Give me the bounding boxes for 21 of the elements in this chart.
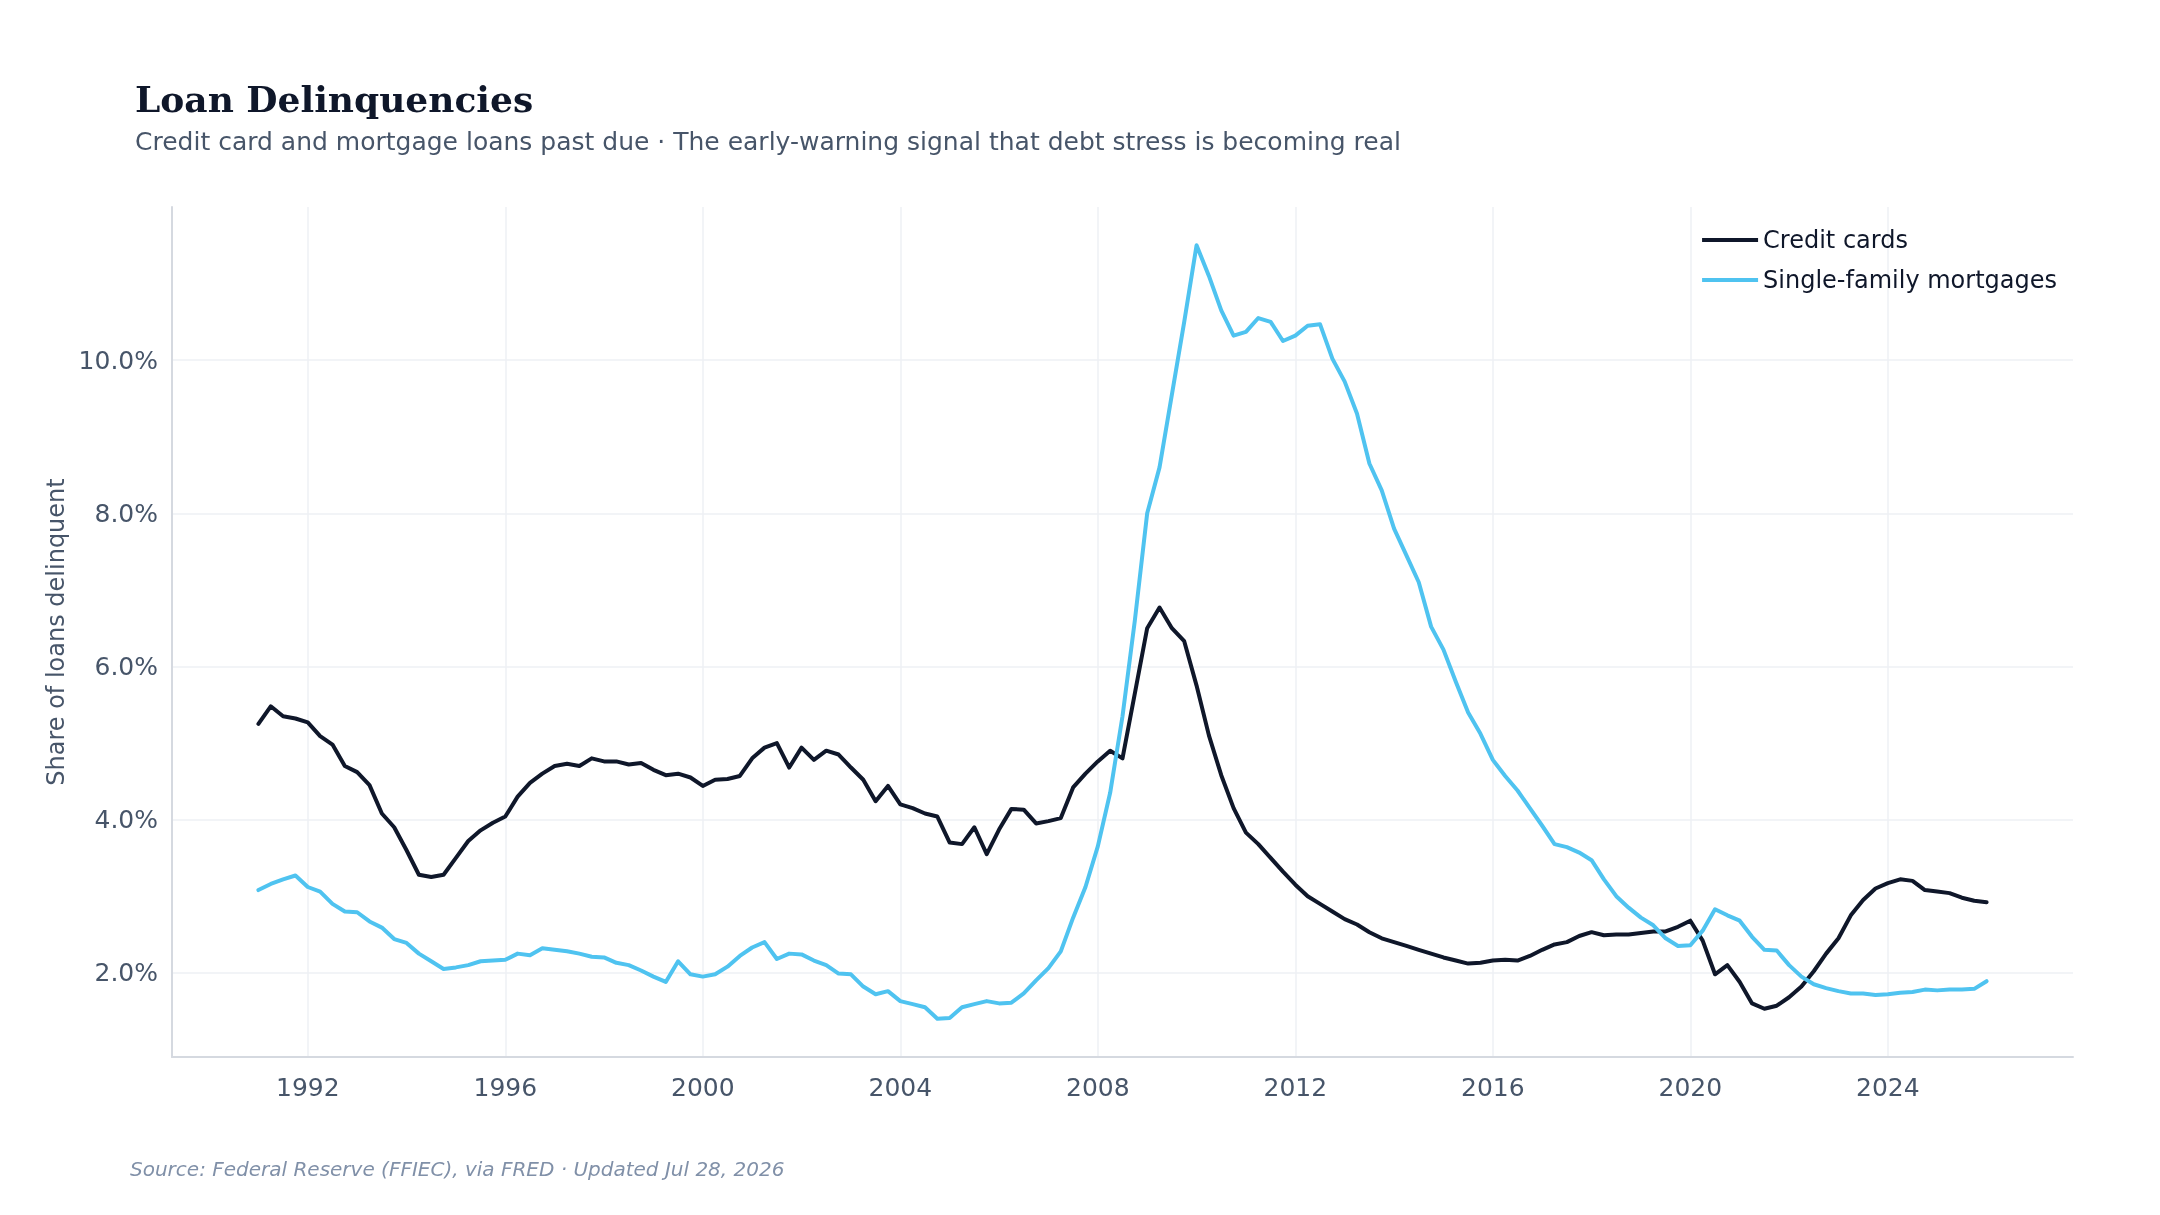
chart-subtitle: Credit card and mortgage loans past due · The early-warning signal that debt stress is becoming real bbox=[135, 127, 1401, 156]
legend-label: Credit cards bbox=[1763, 226, 1908, 254]
x-tick-label: 2000 bbox=[670, 1073, 735, 1102]
x-tick-label: 1992 bbox=[275, 1073, 340, 1102]
legend-label: Single-family mortgages bbox=[1763, 266, 2058, 294]
x-tick-label: 2024 bbox=[1856, 1073, 1920, 1102]
x-tick-label: 2012 bbox=[1263, 1073, 1328, 1102]
x-tick-label: 2008 bbox=[1066, 1073, 1130, 1102]
y-tick-label: 2.0% bbox=[94, 958, 158, 988]
x-tick-label: 2016 bbox=[1461, 1073, 1525, 1102]
x-tick-label: 2004 bbox=[868, 1073, 933, 1102]
chart-title: Loan Delinquencies bbox=[135, 78, 534, 120]
x-tick-label: 1996 bbox=[473, 1073, 538, 1102]
y-axis-title: Share of loans delinquent bbox=[41, 478, 70, 786]
y-tick-label: 4.0% bbox=[94, 805, 158, 835]
y-tick-label: 8.0% bbox=[94, 498, 158, 528]
x-tick-label: 2020 bbox=[1658, 1073, 1723, 1102]
y-tick-label: 10.0% bbox=[78, 345, 158, 375]
line-series bbox=[256, 605, 1989, 1011]
y-tick-label: 6.0% bbox=[94, 651, 158, 681]
source-note: Source: Federal Reserve (FFIEC), via FRED · Updated Jul 28, 2026 bbox=[130, 1157, 785, 1181]
